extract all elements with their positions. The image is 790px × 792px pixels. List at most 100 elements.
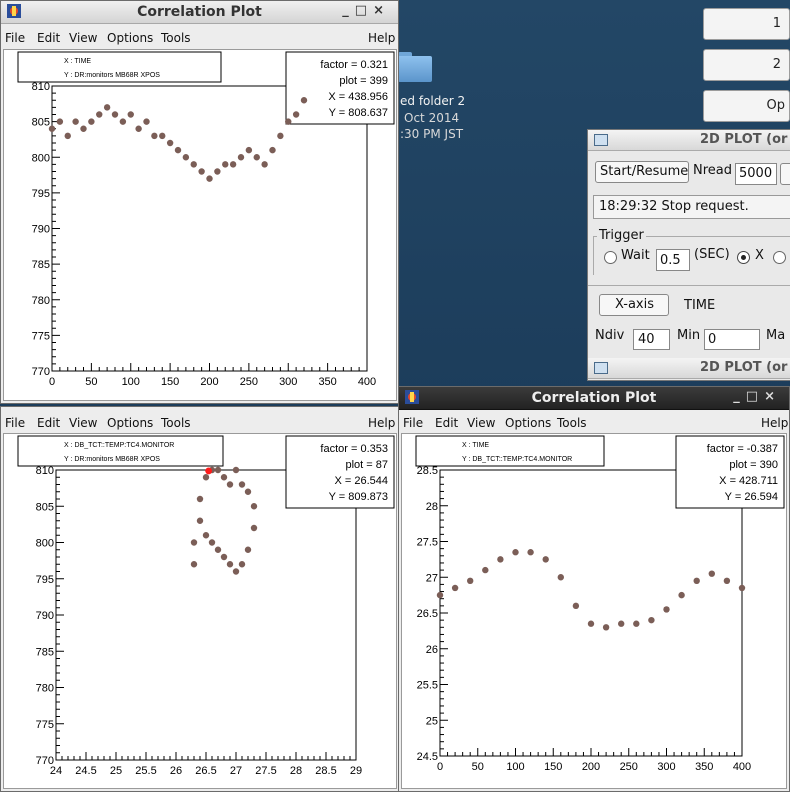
y-tick-label: 26.5 — [417, 608, 438, 620]
plot2d-titlebar[interactable]: 2D PLOT (or — [588, 130, 790, 151]
menu-options[interactable]: Options — [505, 416, 552, 430]
legend-y-label: Y : DR:monitors MB68R XPOS — [64, 72, 160, 79]
menu-help[interactable]: Help — [368, 416, 396, 430]
right-button-2[interactable]: 2 — [703, 49, 790, 81]
right-button-1[interactable]: 1 — [703, 8, 790, 40]
data-point — [618, 620, 625, 627]
data-point — [88, 118, 95, 125]
folder-icon[interactable] — [398, 52, 434, 84]
start-resume-button[interactable]: Start/Resume — [595, 161, 689, 183]
y-tick-label: 805 — [32, 117, 50, 129]
folder-date: Oct 2014 — [404, 111, 460, 125]
wait-label: Wait — [621, 248, 650, 263]
y-tick-label: 785 — [32, 259, 50, 271]
data-point — [572, 602, 580, 610]
nread-side-button[interactable] — [780, 163, 790, 185]
menu-file[interactable]: File — [5, 31, 26, 45]
data-point — [119, 118, 127, 125]
menu-tools[interactable]: Tools — [557, 416, 587, 430]
menu-options[interactable]: Options — [107, 31, 154, 45]
data-point — [436, 591, 444, 599]
y-tick-label: 790 — [36, 610, 54, 622]
menu-view[interactable]: View — [69, 416, 98, 430]
menu-tools[interactable]: Tools — [161, 31, 191, 45]
maximize-icon[interactable]: □ — [354, 3, 374, 18]
nread-field[interactable]: 5000 — [735, 163, 777, 185]
legend-y-label: Y : DR:monitors MB68R XPOS — [64, 456, 160, 463]
data-point — [232, 568, 240, 575]
menu-edit[interactable]: Edit — [435, 416, 459, 430]
wait-field[interactable]: 0.5 — [656, 249, 690, 271]
stats-line-1: plot = 390 — [729, 459, 778, 471]
menu-edit[interactable]: Edit — [37, 31, 61, 45]
minimize-icon[interactable]: _ — [733, 389, 746, 404]
window-titlebar[interactable]: Correlation Plot _□× — [1, 1, 398, 24]
menu-file[interactable]: File — [403, 416, 424, 430]
x-tick-label: 100 — [506, 761, 524, 773]
data-point — [723, 577, 731, 585]
plot-canvas[interactable]: X : TIME Y : DB_TCT::TEMP:TC4.MONITOR fact… — [401, 433, 787, 789]
ndiv-label: Ndiv — [595, 328, 625, 343]
max-label: Ma — [766, 328, 786, 343]
data-point — [663, 606, 670, 613]
data-point — [738, 584, 746, 592]
data-point — [226, 481, 234, 488]
close-icon[interactable]: × — [373, 3, 390, 18]
y-tick-label: 790 — [32, 224, 50, 236]
folder-label[interactable]: ed folder 2 — [400, 94, 466, 108]
data-point — [229, 161, 237, 168]
x-tick-label: 150 — [161, 376, 179, 388]
plot-frame — [55, 469, 357, 761]
x-tick-label: 28.5 — [315, 765, 336, 777]
menu-view[interactable]: View — [69, 31, 98, 45]
y-tick-label: 770 — [36, 755, 54, 767]
plot-frame — [51, 85, 368, 372]
min-field[interactable]: 0 — [704, 329, 760, 350]
data-point — [250, 503, 258, 510]
data-point — [587, 620, 595, 627]
window-controls: _□× — [733, 389, 781, 404]
y-tick-label: 25 — [426, 715, 438, 727]
legend-x-label: X : TIME — [64, 58, 91, 65]
menu-file[interactable]: File — [5, 416, 26, 430]
menu-view[interactable]: View — [467, 416, 496, 430]
ndiv-field[interactable]: 40 — [633, 329, 670, 350]
data-point — [48, 125, 56, 132]
data-point — [72, 118, 79, 125]
legend-frame — [415, 435, 605, 467]
window-icon — [594, 134, 608, 146]
menu-tools[interactable]: Tools — [161, 416, 191, 430]
xaxis-button[interactable]: X-axis — [599, 294, 669, 316]
minimize-icon[interactable]: _ — [342, 3, 355, 18]
window-titlebar[interactable]: Correlation Plot _□× — [399, 387, 789, 410]
plot-canvas[interactable]: X : TIME Y : DR:monitors MB68R XPOS factor… — [3, 49, 397, 401]
maximize-icon[interactable]: □ — [745, 389, 765, 404]
legend-x-label: X : TIME — [462, 442, 489, 449]
menu-help[interactable]: Help — [368, 31, 396, 45]
other-radio[interactable] — [773, 251, 786, 264]
data-point — [232, 466, 240, 474]
data-point — [238, 561, 246, 568]
x-tick-label: 200 — [200, 376, 218, 388]
plot-canvas[interactable]: X : DB_TCT::TEMP:TC4.MONITOR Y : DR:monit… — [3, 433, 397, 789]
x-tick-label: 300 — [279, 376, 297, 388]
menu-help[interactable]: Help — [761, 416, 789, 430]
menu-options[interactable]: Options — [107, 416, 154, 430]
plot2d-second-titlebar[interactable]: 2D PLOT (or — [588, 358, 790, 379]
data-point — [143, 118, 150, 125]
data-points — [48, 97, 308, 182]
data-point — [214, 168, 221, 175]
plot-group: X : TIME Y : DR:monitors MB68R XPOS factor… — [17, 51, 395, 388]
close-icon[interactable]: × — [764, 389, 781, 404]
wait-radio[interactable] — [604, 251, 617, 264]
menubar: File Edit View Options Tools Help — [399, 414, 789, 432]
right-button-options[interactable]: Op — [703, 90, 790, 122]
x-tick-label: 150 — [544, 761, 562, 773]
data-point — [196, 517, 204, 524]
stats-line-3: Y = 809.873 — [329, 491, 388, 503]
data-point — [557, 574, 564, 581]
data-point — [285, 118, 292, 125]
menu-edit[interactable]: Edit — [37, 416, 61, 430]
x-radio[interactable] — [737, 251, 750, 264]
